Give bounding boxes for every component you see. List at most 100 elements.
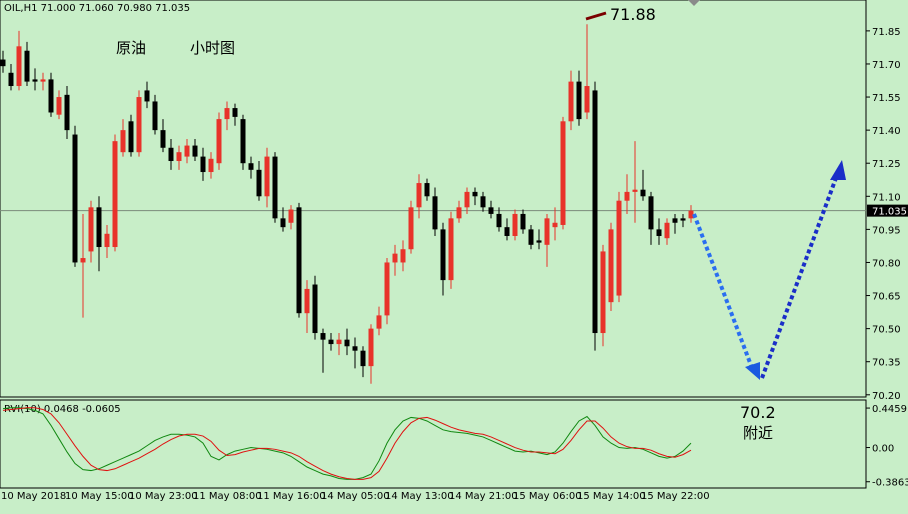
y-tick-label: 0.4459 xyxy=(872,404,907,415)
indicator-panel xyxy=(0,399,867,489)
marker xyxy=(688,0,700,6)
annotation-pointer xyxy=(585,11,607,21)
x-tick-label: 11 May 08:00 xyxy=(193,491,262,502)
price-label-box xyxy=(867,204,908,217)
candle-body xyxy=(104,233,110,248)
annotation: 70.2 xyxy=(740,403,776,422)
candle-body xyxy=(184,145,190,157)
candle-body xyxy=(464,191,470,208)
indicator-line xyxy=(2,407,692,480)
candle-body xyxy=(456,207,462,219)
plot: 71.85 71.70 71.55 71.40 71.25 71.10 70.95 70.80… xyxy=(0,24,908,502)
candle-body xyxy=(344,339,350,347)
annotation: 附近 xyxy=(743,424,773,442)
candle-body xyxy=(208,158,214,173)
candle-body xyxy=(224,108,230,120)
candle-body xyxy=(136,97,142,153)
candle-body xyxy=(512,213,518,236)
candle-body xyxy=(296,207,302,314)
candle-body xyxy=(392,253,398,263)
annotation: 小时图 xyxy=(190,39,235,57)
y-tick-label: 70.35 xyxy=(872,358,901,369)
candle-body xyxy=(424,183,430,197)
candle-body xyxy=(584,86,590,113)
y-tick-label: -0.3863 xyxy=(872,478,908,489)
candle-body xyxy=(520,213,526,230)
candle-body xyxy=(40,79,46,82)
candle-body xyxy=(376,315,382,329)
candle-body xyxy=(656,229,662,236)
y-tick-label: 71.55 xyxy=(872,93,901,104)
candle-body xyxy=(352,346,358,351)
candle-body xyxy=(288,209,294,223)
candle-body xyxy=(560,121,566,225)
candle-body xyxy=(56,97,62,115)
candle-body xyxy=(624,191,630,201)
candle-body xyxy=(304,288,310,314)
candle-body xyxy=(0,59,6,67)
candle-body xyxy=(80,258,86,263)
candle-body xyxy=(648,196,654,230)
candle-body xyxy=(280,218,286,228)
candle-body xyxy=(272,156,278,219)
candle-body xyxy=(32,79,38,82)
candle-body xyxy=(528,229,534,245)
candle-body xyxy=(432,196,438,230)
x-tick-label: 14 May 21:00 xyxy=(449,491,518,502)
candle-body xyxy=(480,196,486,208)
candle-body xyxy=(640,189,646,197)
candle-body xyxy=(264,156,270,197)
candle-body xyxy=(48,79,54,113)
candle-body xyxy=(216,119,222,164)
candle-body xyxy=(72,134,78,263)
y-tick-label: 70.80 xyxy=(872,258,901,269)
candle-body xyxy=(496,213,502,228)
x-tick-label: 10 May 23:00 xyxy=(129,491,198,502)
y-tick-label: 71.40 xyxy=(872,126,901,137)
candle-body xyxy=(672,218,678,223)
y-tick-label: 70.65 xyxy=(872,292,901,303)
candle-body xyxy=(664,222,670,239)
x-tick-label: 15 May 22:00 xyxy=(641,491,710,502)
candle-body xyxy=(368,328,374,367)
candle-body xyxy=(632,189,638,192)
candle-body xyxy=(312,284,318,334)
annotation: 71.88 xyxy=(610,5,656,24)
candle-body xyxy=(192,145,198,157)
x-tick-label: 14 May 13:00 xyxy=(385,491,454,502)
y-tick-label: 71.70 xyxy=(872,60,901,71)
y-tick-label: 70.50 xyxy=(872,325,901,336)
y-tick-label: 71.25 xyxy=(872,159,901,170)
candle-body xyxy=(256,169,262,197)
candle-body xyxy=(536,240,542,243)
indicator-title: RVI(10) 0.0468 -0.0605 xyxy=(4,404,121,415)
price-label: 71.035 xyxy=(872,207,907,218)
candle-body xyxy=(168,147,174,162)
forecast-arrows xyxy=(692,160,846,380)
candle-body xyxy=(64,94,70,131)
candle-body xyxy=(360,350,366,367)
candle-body xyxy=(680,218,686,221)
x-tick-label: 10 May 2018 xyxy=(1,491,66,502)
candle-body xyxy=(488,207,494,214)
candle-body xyxy=(320,333,326,340)
candle-body xyxy=(336,339,342,345)
candle-body xyxy=(544,218,550,245)
candle-body xyxy=(152,101,158,131)
candle-body xyxy=(120,130,126,153)
candle-body xyxy=(232,108,238,117)
candle-body xyxy=(400,249,406,263)
x-tick-label: 10 May 15:00 xyxy=(65,491,134,502)
candle-body xyxy=(384,262,390,316)
candle-body xyxy=(416,183,422,208)
candle-body xyxy=(688,210,694,219)
y-tick-label: 70.20 xyxy=(872,391,901,402)
candle-body xyxy=(176,152,182,162)
candle-body xyxy=(200,156,206,173)
x-tick-label: 15 May 14:00 xyxy=(577,491,646,502)
candle-body xyxy=(240,119,246,164)
y-tick-label: 70.95 xyxy=(872,225,901,236)
annotation: 原油 xyxy=(116,39,146,57)
